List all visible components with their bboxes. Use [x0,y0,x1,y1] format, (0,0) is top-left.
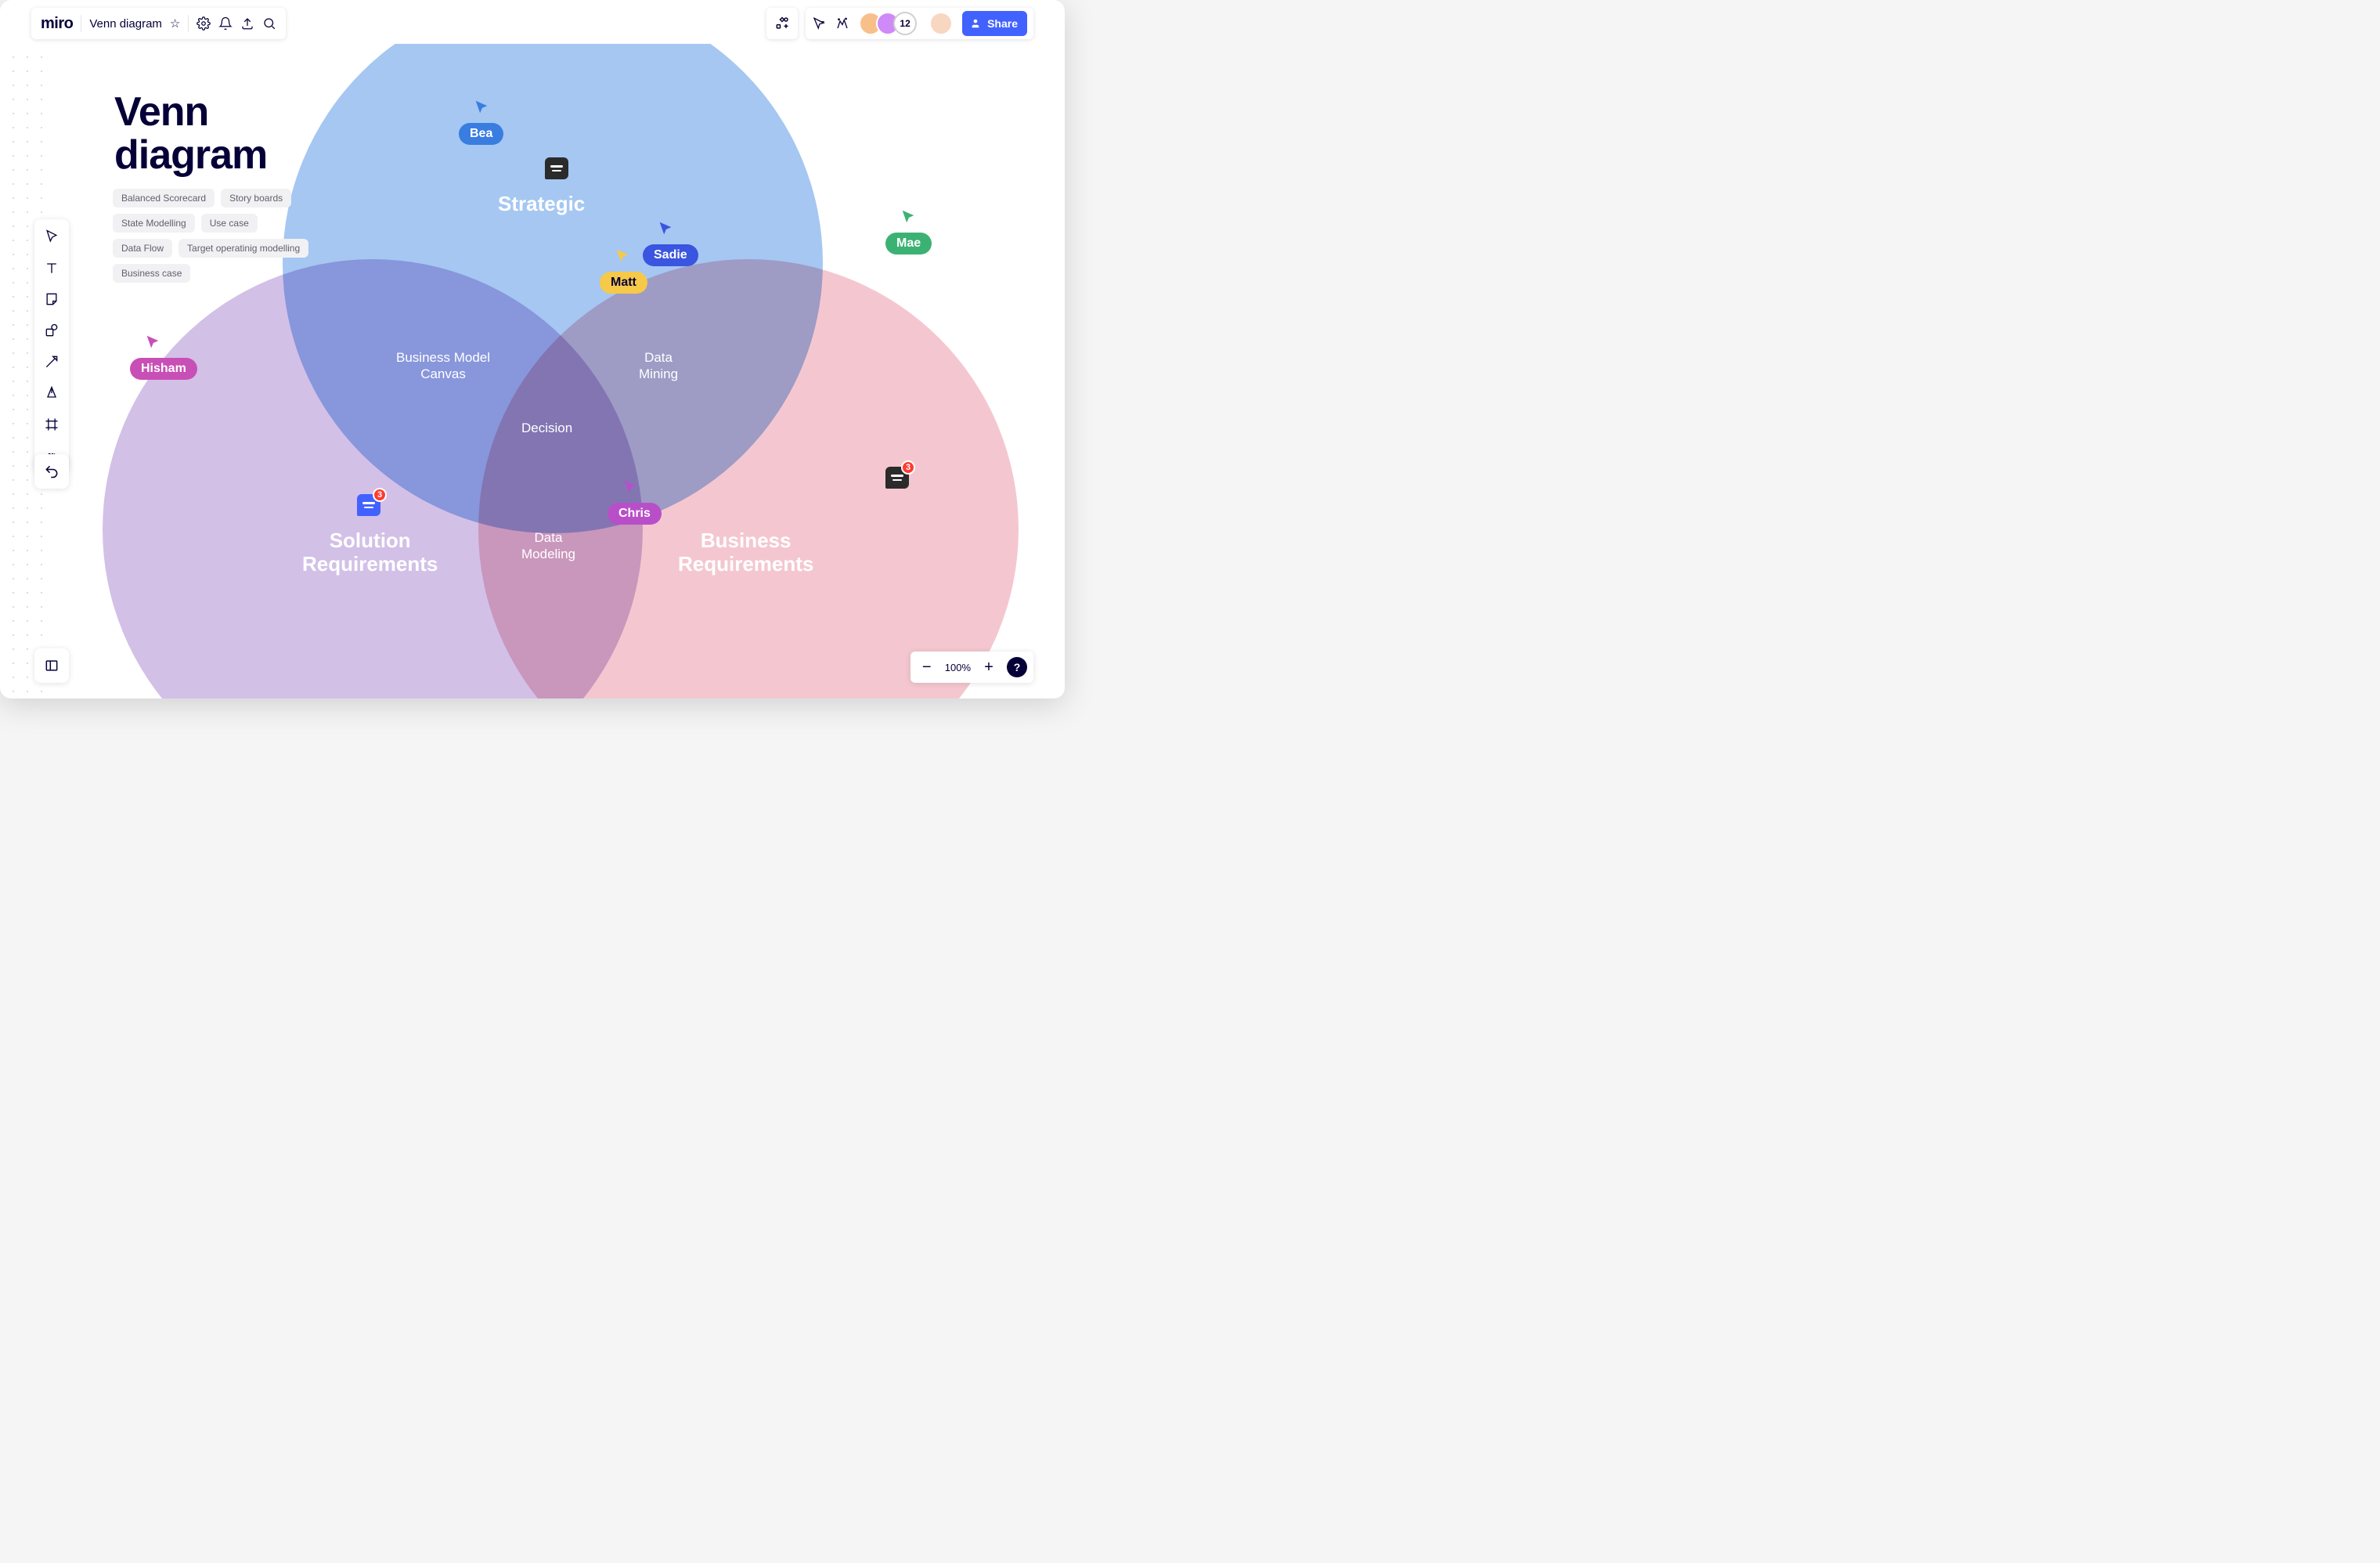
page-title: Venn diagram [114,91,267,176]
tag[interactable]: Story boards [221,189,291,208]
cursor-arrow-icon [144,334,161,355]
cursor-arrow-icon [622,478,639,500]
zoom-in-button[interactable]: + [979,657,999,677]
share-button[interactable]: Share [962,11,1027,36]
collaborator-cursor-mae: Mae [885,208,932,254]
share-label: Share [987,17,1018,30]
cursor-label: Hisham [130,358,197,380]
panel-toggle-icon[interactable] [34,648,69,683]
pen-tool-icon[interactable] [42,384,61,402]
cursor-arrow-icon [473,99,490,120]
cursor-arrow-icon [614,247,631,269]
topbar-left: miro Venn diagram ☆ [31,8,286,39]
settings-gear-icon[interactable] [197,16,211,31]
cursor-arrow-icon [657,220,674,241]
comment-bubble-right[interactable]: 3 [885,467,909,489]
collaborator-cursor-matt: Matt [600,247,647,294]
label-solution: SolutionRequirements [302,529,438,576]
comment-count-badge: 3 [901,460,915,475]
tag-cloud: Balanced Scorecard Story boards State Mode… [113,189,316,283]
cursor-label: Matt [600,272,647,294]
text-tool-icon[interactable] [42,258,61,277]
overlap-left-right: DataModeling [521,529,575,563]
cursor-label: Bea [459,123,503,145]
zoom-out-button[interactable]: − [917,657,937,677]
zoom-value[interactable]: 100% [945,662,971,673]
comment-count-badge: 3 [373,488,387,502]
help-button[interactable]: ? [1007,657,1027,677]
cursor-label: Mae [885,233,932,254]
canvas[interactable]: Strategic SolutionRequirements BusinessR… [75,44,1065,698]
cursor-label: Sadie [643,244,698,266]
label-strategic: Strategic [498,193,585,216]
current-user-avatar[interactable] [929,12,953,35]
undo-button[interactable] [34,454,69,489]
cursor-label: Chris [608,503,662,525]
avatar-count[interactable]: 12 [893,12,917,35]
tag[interactable]: Business case [113,264,190,283]
export-icon[interactable] [240,16,254,31]
collaborator-avatars[interactable]: 12 [859,12,917,35]
star-icon[interactable]: ☆ [170,16,180,31]
search-icon[interactable] [262,16,276,31]
frame-tool-icon[interactable] [42,415,61,434]
cursor-tool-icon[interactable] [812,16,826,31]
divider [188,15,189,32]
tag[interactable]: Data Flow [113,239,172,258]
overlap-center: Decision [521,420,572,436]
presentation-tools: 12 Share [806,8,1033,39]
board-name[interactable]: Venn diagram [89,17,162,31]
comment-bubble-left[interactable]: 3 [357,494,380,516]
select-tool-icon[interactable] [42,227,61,246]
collaborator-cursor-sadie: Sadie [643,220,698,266]
comment-bubble-top[interactable] [545,157,568,179]
toolbar: » [34,219,69,473]
tag[interactable]: State Modelling [113,214,195,233]
collaborator-cursor-bea: Bea [459,99,503,145]
app-logo[interactable]: miro [41,15,73,33]
label-business: BusinessRequirements [678,529,813,576]
bell-icon[interactable] [218,16,233,31]
reactions-icon[interactable] [835,16,849,31]
tag[interactable]: Balanced Scorecard [113,189,215,208]
zoom-controls: − 100% + ? [911,652,1033,683]
tag[interactable]: Use case [201,214,258,233]
shape-tool-icon[interactable] [42,321,61,340]
tag[interactable]: Target operatinig modelling [178,239,308,258]
apps-icon[interactable] [766,8,798,39]
overlap-top-left: Business ModelCanvas [396,349,490,383]
overlap-top-right: DataMining [639,349,678,383]
collaborator-cursor-hisham: Hisham [130,334,197,380]
cursor-arrow-icon [900,208,917,229]
topbar-right: 12 Share [766,8,1033,39]
sticky-note-tool-icon[interactable] [42,290,61,309]
collaborator-cursor-chris: Chris [608,478,662,525]
arrow-tool-icon[interactable] [42,352,61,371]
